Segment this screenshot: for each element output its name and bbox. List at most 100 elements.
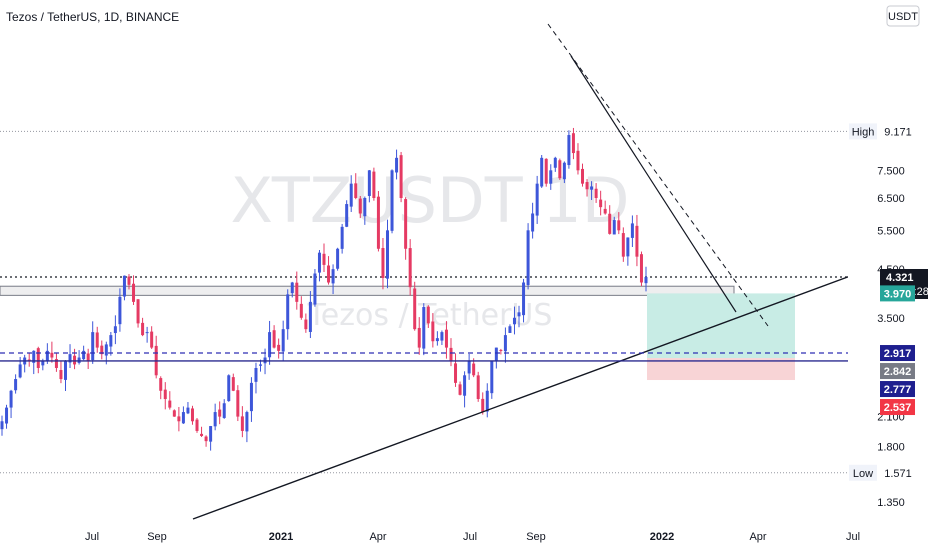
time-tick-label: Jul [846,531,860,543]
candle-body [213,412,217,427]
candle-body [32,350,36,363]
candle-body [485,390,489,412]
candle-body [603,208,607,214]
candle-body [522,282,526,316]
candle-body [45,350,49,361]
currency-label: USDT [888,11,918,23]
candle-body [104,344,108,356]
grid-lines [0,130,848,474]
candle-body [227,375,231,402]
candle-body [327,265,331,283]
candle-body [562,162,566,180]
currency-button[interactable]: USDT [886,5,920,27]
candle-body [281,329,285,352]
price-tag-level-gray [880,363,915,380]
candle-body [186,407,190,414]
time-tick-label: Apr [749,531,766,543]
price-tag-current-text: 4.321 [886,272,914,284]
candle-body [463,375,467,396]
candle-body [454,363,458,383]
candle-body [181,412,185,424]
candle-body [612,220,616,235]
candle-body [259,364,263,366]
candle-body [272,330,276,348]
candle-body [381,248,385,278]
candle-body [535,183,539,216]
candle-body [68,354,72,363]
candle-body [408,248,412,288]
candle-body [444,329,448,348]
time-tick-label: 2021 [269,531,293,543]
descending-trendline [570,55,737,313]
price-tag-level-blue [880,381,915,398]
watermark-symbol: XTZUSDT 1D [231,164,630,237]
candle-body [290,282,294,294]
candle-body [113,326,117,334]
candle-body [322,253,326,265]
candles [0,127,648,451]
candle-body [91,332,95,361]
candle-body [571,133,575,154]
candle-body [136,299,140,324]
candle-body [372,171,376,199]
candle-body [141,322,145,336]
candle-body [630,223,634,238]
candle-body [163,389,167,400]
candle-body [508,326,512,333]
candle-body [231,377,235,391]
candle-body [626,237,630,257]
position-zones [0,285,795,381]
price-tag-dashed-level [880,345,915,362]
candle-body [644,277,648,284]
candle-body [304,319,308,330]
candle-body [299,303,303,318]
candle-body [639,254,643,283]
candle-body [95,332,99,348]
candle-body [635,225,639,257]
candle-body [127,276,131,285]
candle-body [331,269,335,284]
candle-body [617,220,621,231]
candle-body [159,378,163,391]
candle-body [558,160,562,179]
low-value: 1.571 [884,468,912,480]
candle-body [404,199,408,249]
candle-body [268,332,272,358]
candle-body [390,170,394,231]
candle-body [118,296,122,325]
high-label: High [852,126,875,138]
candle-body [317,252,321,273]
candle-body [150,331,154,348]
candle-body [553,157,557,168]
candle-body [109,335,113,347]
low-label: Low [853,468,873,480]
candle-body [431,321,435,342]
stop-zone [647,358,795,381]
time-axis[interactable]: Jul Sep 2021 Apr Jul Sep 2022 Apr Jul [85,531,860,543]
candle-body [512,317,516,325]
candle-body [494,347,498,362]
candle-body [245,412,249,432]
candle-body [249,382,253,412]
candle-body [585,182,589,190]
candle-body [240,416,244,431]
price-tag-stop-text: 2.537 [884,402,912,414]
candle-body [340,226,344,249]
candle-body [18,364,22,378]
candle-body [349,183,353,207]
candle-body [549,170,553,184]
candle-body [36,348,40,368]
price-tag-entry [880,285,915,302]
candle-body [417,327,421,348]
price-axis-bg [848,0,932,525]
candle-body [395,157,399,173]
candle-body [440,332,444,341]
candle-body [599,199,603,208]
candle-body [503,335,507,352]
candle-body [490,360,494,394]
candle-body [336,248,340,269]
candle-body [399,155,403,199]
candle-body [100,345,104,355]
